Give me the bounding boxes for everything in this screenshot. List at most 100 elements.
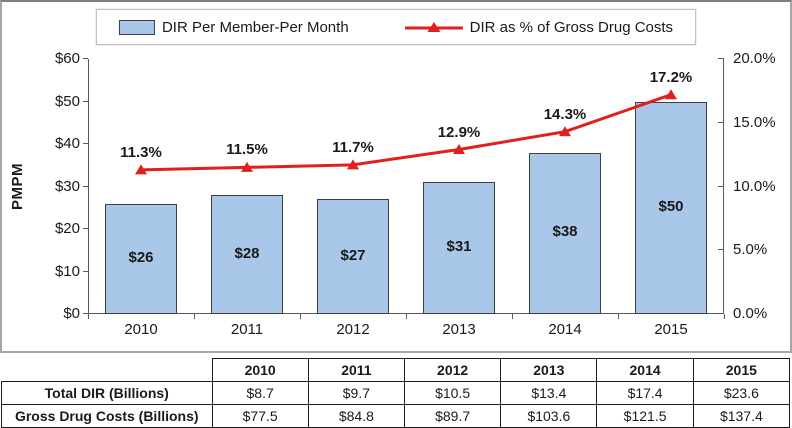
- left-axis-tick: [83, 100, 88, 102]
- table-value-cell: $121.5: [596, 404, 694, 428]
- dir-percent-line: [135, 89, 677, 175]
- left-axis-tick-label: $30: [54, 177, 80, 195]
- dir-pmpm-bar: [211, 195, 283, 314]
- right-axis-tick-label: 5.0%: [733, 241, 768, 259]
- left-axis-tick: [83, 228, 88, 229]
- table-row-label: Total DIR (Billions): [1, 381, 213, 405]
- line-point-label: 12.9%: [437, 123, 481, 141]
- legend-line-label: DIR as % of Gross Drug Costs: [469, 18, 674, 36]
- left-axis-tick: [83, 143, 88, 144]
- table-value-cell: $137.4: [692, 404, 791, 428]
- table-row-label: Gross Drug Costs (Billions): [1, 404, 213, 428]
- table-row: Gross Drug Costs (Billions) $77.5 $84.8 $89…: [1, 404, 791, 428]
- dir-pmpm-bar: [105, 203, 177, 314]
- right-axis-tick: [718, 121, 724, 123]
- table-value-cell: $84.8: [307, 404, 406, 428]
- table-value-cell: $10.5: [403, 381, 502, 405]
- left-axis-tick-label: $10: [54, 262, 80, 280]
- table-blank-corner: [2, 359, 213, 382]
- left-axis-tick-label: $20: [54, 220, 80, 237]
- line-point-label: 11.3%: [120, 143, 162, 161]
- right-axis-tick: [718, 313, 724, 314]
- x-axis-tick: [88, 314, 89, 319]
- table-value-cell: $13.4: [500, 381, 598, 405]
- data-table: 2010 2011 2012 2013 2014 2015 Total DIR (Billi…: [1, 358, 791, 428]
- table-value-cell: $8.7: [211, 381, 309, 405]
- legend-bar-label: DIR Per Member-Per Month: [161, 18, 349, 36]
- x-axis-line: [88, 313, 724, 314]
- dir-pmpm-bar: [529, 152, 601, 314]
- x-axis-tick: [300, 314, 301, 319]
- table-header-row: 2010 2011 2012 2013 2014 2015: [2, 358, 791, 382]
- table-row: Total DIR (Billions) $8.7 $9.7 $10.5 $13.4 $1…: [1, 381, 791, 405]
- line-point-label: 11.7%: [332, 138, 374, 156]
- line-segment: [140, 93, 672, 172]
- right-axis-tick: [718, 185, 724, 187]
- bar-value-label: $38: [552, 223, 578, 241]
- line-point-label: 17.2%: [649, 68, 693, 86]
- x-axis-tick: [512, 314, 513, 319]
- right-axis-tick-label: 0.0%: [733, 305, 768, 322]
- table-value-cell: $9.7: [307, 381, 406, 405]
- dir-pmpm-bar: [317, 199, 389, 314]
- x-axis-tick: [724, 314, 725, 319]
- plot-area: $26 $28 $27 $31 $38 $50 11.3% 11.5% 11.7% 12.9% 14…: [83, 58, 725, 319]
- bar-value-label: $27: [340, 246, 366, 264]
- right-axis-tick-label: 15.0%: [733, 113, 776, 131]
- table-year-header: 2012: [403, 358, 502, 382]
- triangle-marker-icon: [559, 126, 571, 137]
- right-axis-tick: [718, 249, 724, 251]
- bar-value-label: $31: [446, 238, 472, 256]
- table-value-cell: $17.4: [596, 381, 694, 405]
- table-year-header: 2010: [211, 358, 309, 382]
- x-axis-tick: [406, 314, 407, 319]
- x-axis-category-label: 2015: [654, 321, 688, 338]
- triangle-marker-icon: [347, 159, 359, 170]
- table-year-header: 2011: [307, 358, 406, 382]
- legend-item-line: DIR as % of Gross Drug Costs: [404, 18, 674, 36]
- left-axis-tick: [83, 270, 88, 272]
- line-point-label: 11.5%: [226, 141, 268, 159]
- dir-pmpm-bar: [635, 101, 707, 314]
- triangle-marker-icon: [241, 161, 253, 172]
- table-value-cell: $103.6: [500, 404, 598, 428]
- right-axis-tick-label: 10.0%: [733, 177, 776, 195]
- bar-value-label: $26: [128, 248, 154, 266]
- left-axis-tick-label: $40: [54, 135, 80, 152]
- x-axis-tick: [618, 314, 619, 319]
- left-axis-tick: [83, 313, 88, 314]
- triangle-marker-icon: [453, 144, 465, 155]
- bar-value-label: $28: [234, 244, 260, 262]
- right-axis-tick: [718, 58, 724, 59]
- table-value-cell: $89.7: [403, 404, 502, 428]
- table-year-header: 2015: [692, 358, 791, 382]
- table-value-cell: $23.6: [692, 381, 791, 405]
- left-axis-tick-label: $50: [54, 92, 80, 110]
- x-axis-category-label: 2012: [336, 321, 370, 338]
- right-axis-line: [723, 59, 724, 314]
- line-point-label: 14.3%: [543, 105, 587, 123]
- table-year-header: 2013: [500, 358, 598, 382]
- x-axis-category-label: 2010: [124, 321, 158, 338]
- x-axis-category-label: 2011: [230, 321, 264, 338]
- line-series-swatch-icon: [404, 21, 463, 32]
- chart-panel: DIR Per Member-Per Month DIR as % of Gro…: [0, 0, 792, 353]
- x-axis-category-label: 2014: [548, 321, 582, 338]
- chart-legend: DIR Per Member-Per Month DIR as % of Gro…: [95, 9, 697, 45]
- left-axis-tick: [83, 58, 88, 59]
- left-axis-tick: [83, 185, 88, 187]
- dir-pmpm-bar: [423, 182, 495, 314]
- x-axis-category-label: 2013: [442, 321, 476, 338]
- table-year-header: 2014: [596, 358, 694, 382]
- table-value-cell: $77.5: [211, 404, 309, 428]
- triangle-marker-icon: [665, 89, 677, 100]
- bar-series-swatch-icon: [118, 19, 155, 35]
- triangle-marker-icon: [135, 164, 147, 175]
- right-axis-tick-label: 20.0%: [733, 50, 776, 67]
- left-axis-tick-label: $60: [54, 50, 80, 67]
- bar-value-label: $50: [658, 197, 684, 215]
- legend-item-bars: DIR Per Member-Per Month: [118, 18, 349, 36]
- left-axis-line: [88, 59, 89, 314]
- left-axis-tick-label: $0: [63, 305, 80, 322]
- x-axis-tick: [194, 314, 195, 319]
